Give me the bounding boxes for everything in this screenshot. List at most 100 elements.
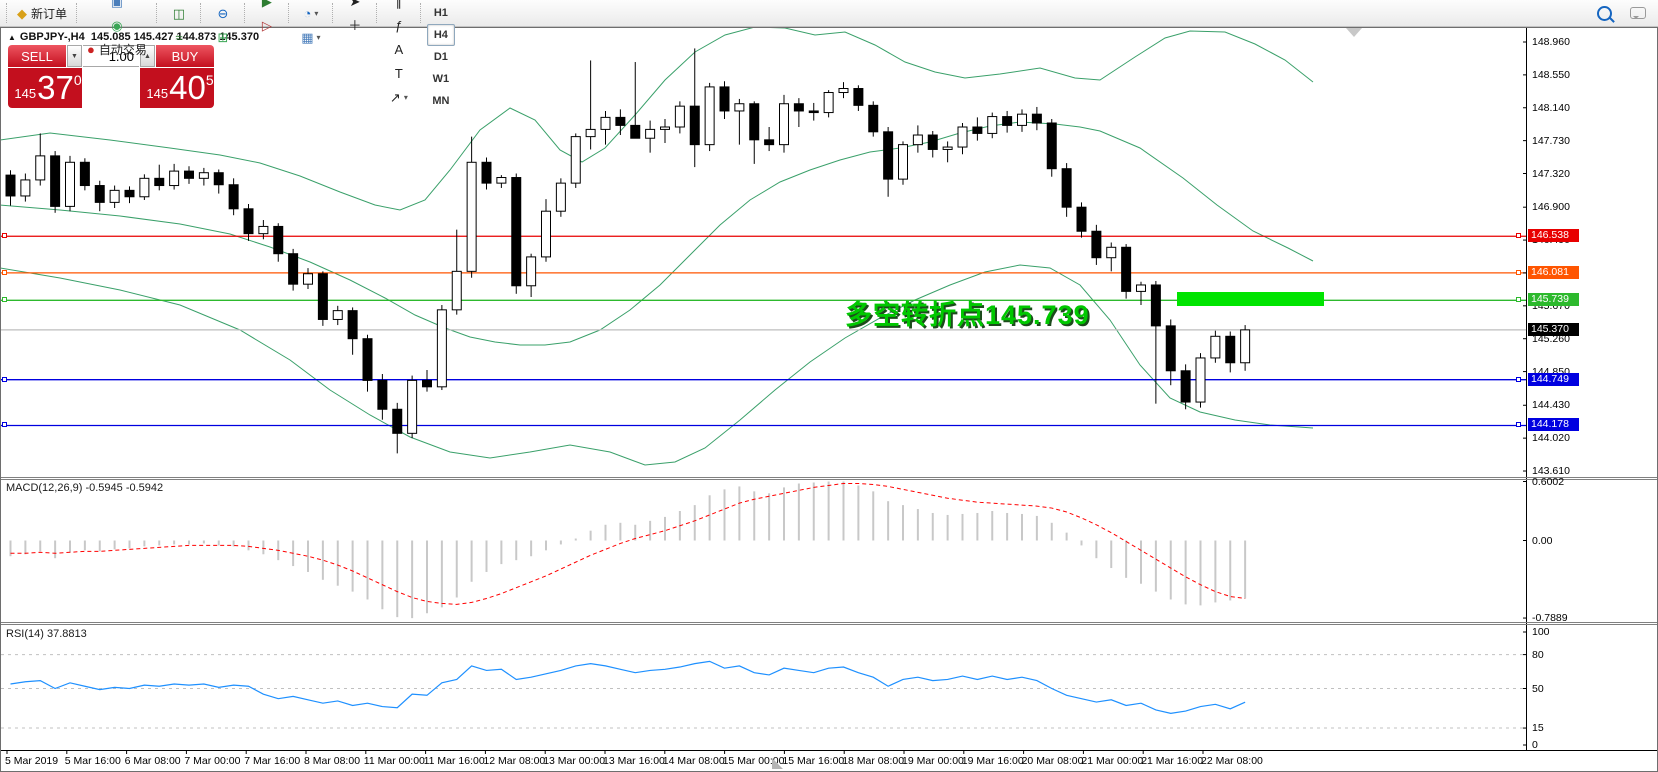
rsi-tick: 50 (1532, 682, 1544, 695)
candle (972, 117, 983, 141)
auto-trading-button[interactable]: ● 自动交易 (83, 37, 151, 61)
arrows-button[interactable]: ↗ ▾ (383, 85, 415, 109)
price-tag-pivot-green[interactable]: 145.739 (1528, 293, 1579, 307)
candle (1150, 280, 1161, 404)
timeframe-h4[interactable]: H4 (426, 24, 455, 46)
crosshair-button[interactable]: ＋ (339, 13, 371, 37)
candle (451, 229, 462, 315)
timeframe-h1[interactable]: H1 (433, 7, 448, 19)
candle (808, 102, 819, 121)
auto-scroll-icon: ▶ (261, 0, 272, 9)
candlestick-button[interactable]: ◫ (163, 1, 195, 25)
candle (1046, 118, 1057, 177)
candle (1121, 244, 1132, 299)
line-handle[interactable] (1516, 233, 1521, 239)
terminal-button[interactable]: ▣ (83, 0, 151, 13)
line-chart-button[interactable]: ≈ (163, 25, 195, 49)
candle (109, 185, 120, 208)
time-tick: 22 Mar 08:00 (1201, 755, 1263, 767)
zoom-out-button[interactable]: ⊖ (207, 1, 239, 25)
candle (50, 151, 61, 213)
candle (689, 48, 700, 168)
candle (511, 173, 522, 294)
sell-quote[interactable]: 145 37 0 (8, 68, 82, 108)
chart-shift-icon: ▷ (261, 17, 272, 33)
candle (764, 127, 775, 152)
collapse-icon[interactable]: ▲ (8, 33, 16, 42)
timeframe-d1[interactable]: D1 (433, 51, 448, 63)
line-handle[interactable] (1516, 376, 1521, 382)
timeframe-w1[interactable]: W1 (432, 73, 450, 85)
new-order-button[interactable]: ◆ 新订单 (13, 1, 71, 25)
buy-button[interactable]: BUY (156, 45, 214, 67)
volume-increase-button[interactable]: ▲ (140, 45, 155, 67)
periods-button[interactable]: ◔ ▾ (295, 1, 327, 25)
candle (496, 175, 507, 188)
line-handle[interactable] (1516, 297, 1521, 303)
rsi-label: RSI(14) 37.8813 (6, 628, 87, 640)
candle (258, 220, 269, 240)
signals-button[interactable]: ◉ (83, 13, 151, 37)
text-button[interactable]: A (383, 37, 415, 61)
candle (20, 173, 31, 202)
auto-scroll-button[interactable]: ▶ (251, 0, 283, 13)
rsi-panel[interactable] (1, 654, 1526, 729)
chat-icon[interactable] (1630, 7, 1646, 19)
sell-button[interactable]: SELL (8, 45, 66, 67)
price-tag-support-1[interactable]: 144.749 (1528, 372, 1579, 386)
price-tag-resistance-1[interactable]: 146.538 (1528, 229, 1579, 243)
buy-quote[interactable]: 145 40 5 (140, 68, 214, 108)
line-chart-icon: ≈ (175, 29, 183, 45)
line-handle[interactable] (1516, 269, 1521, 275)
line-handle[interactable] (1516, 422, 1521, 428)
chart-shift-marker[interactable] (1346, 28, 1362, 37)
candle (615, 109, 626, 136)
price-tick: 148.960 (1532, 36, 1570, 48)
sell-price-prefix: 145 (14, 86, 37, 101)
macd-panel[interactable] (9, 481, 1247, 619)
volume-decrease-button[interactable]: ▼ (67, 45, 82, 67)
label-button[interactable]: T (383, 61, 415, 85)
line-handle[interactable] (2, 233, 7, 239)
time-tick: 13 Mar 00:00 (543, 755, 606, 767)
candle (228, 178, 239, 216)
cursor-button[interactable]: ➤ (339, 0, 371, 13)
rsi-tick: 80 (1532, 648, 1544, 661)
rsi-tick: 100 (1532, 626, 1550, 638)
line-handle[interactable] (2, 297, 7, 303)
candle (1061, 163, 1072, 217)
candlestick-icon: ◫ (172, 5, 186, 21)
new-order-icon: ◆ (17, 5, 27, 21)
time-tick: 15 Mar 00:00 (722, 755, 785, 767)
search-icon[interactable] (1597, 5, 1612, 21)
highlight-rectangle[interactable] (1177, 292, 1324, 306)
candle (79, 158, 90, 191)
templates-button[interactable]: ▦ ▾ (295, 25, 327, 49)
volume-input[interactable]: 1.00 (83, 45, 139, 67)
tile-windows-button[interactable]: ⊞ (207, 25, 239, 49)
candle (585, 60, 596, 150)
candle (987, 112, 998, 139)
price-tag-resistance-2[interactable]: 146.081 (1528, 265, 1579, 279)
scrollbar-marker[interactable] (772, 758, 783, 769)
main-chart[interactable] (0, 27, 1526, 466)
channel-button[interactable]: ∥ (383, 0, 415, 13)
timeframe-mn[interactable]: MN (432, 95, 450, 107)
price-tag-support-2[interactable]: 144.178 (1528, 418, 1579, 432)
line-handle[interactable] (2, 269, 7, 275)
chart-annotation[interactable]: 多空转折点145.739 (845, 300, 1090, 330)
candle (570, 133, 581, 188)
candle (868, 101, 879, 137)
tile-windows-icon: ⊞ (217, 29, 229, 45)
candle (704, 82, 715, 152)
line-handle[interactable] (2, 376, 7, 382)
chart-shift-button[interactable]: ▷ (251, 13, 283, 37)
toolbar-separator (243, 3, 246, 23)
line-handle[interactable] (2, 422, 7, 428)
fibonacci-button[interactable]: ƒ (383, 13, 415, 37)
channel-icon: ∥ (395, 0, 403, 9)
rsi-tick: 0 (1532, 739, 1538, 751)
rsi-line (10, 660, 1246, 714)
time-tick: 20 Mar 08:00 (1021, 755, 1084, 767)
